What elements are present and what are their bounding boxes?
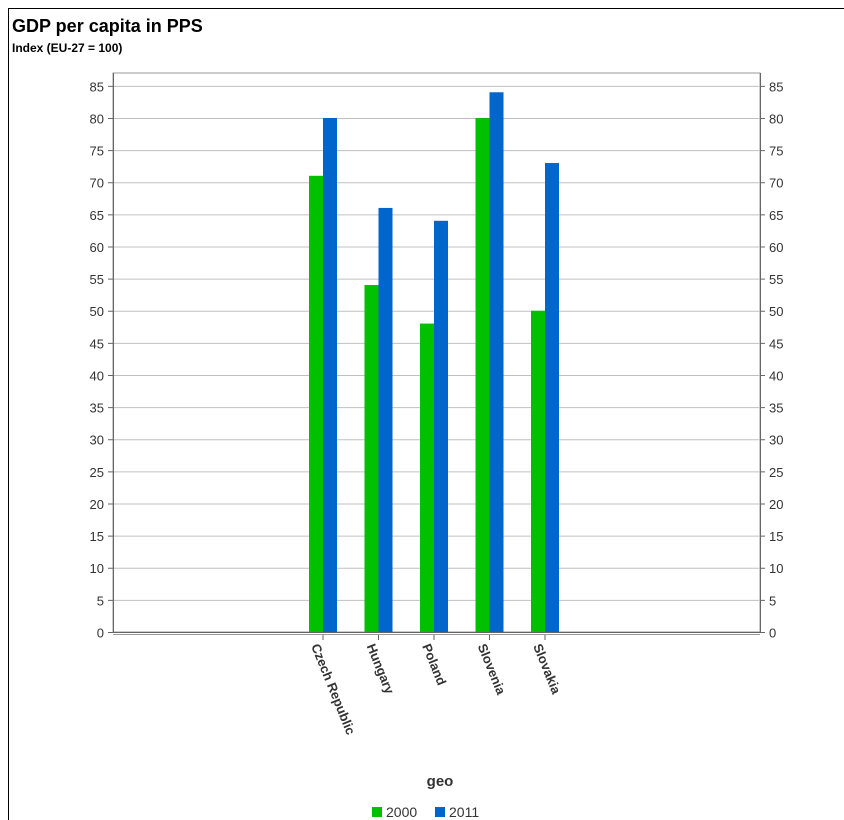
y-tick-label: 70 xyxy=(769,176,783,191)
y-tick-label: 10 xyxy=(769,561,783,576)
x-axis-labels: Czech Republic Hungary Poland Slovenia Slova… xyxy=(308,635,564,737)
bar-series xyxy=(309,92,559,633)
y-tick-label: 75 xyxy=(90,144,104,159)
y-tick-label: 50 xyxy=(90,304,104,319)
x-tick-label: Poland xyxy=(419,642,449,688)
bar-2000-slovakia xyxy=(531,310,545,632)
y-tick-label: 80 xyxy=(769,111,783,126)
y-tick-label: 65 xyxy=(769,208,783,223)
y-tick-label: 85 xyxy=(90,79,104,94)
y-tick-label: 55 xyxy=(769,272,783,287)
y-tick-label: 0 xyxy=(769,626,776,641)
legend: 2000 2011 xyxy=(372,804,479,820)
y-tick-label: 45 xyxy=(769,336,783,351)
bar-2011-slovakia xyxy=(545,162,559,632)
legend-swatch-2011 xyxy=(435,807,445,817)
legend-label-2000: 2000 xyxy=(386,804,417,820)
bar-2000-slovenia xyxy=(475,117,490,633)
y-tick-label: 75 xyxy=(769,144,783,159)
y-tick-label: 45 xyxy=(90,336,104,351)
y-tick-label: 5 xyxy=(769,593,776,608)
y-tick-label: 30 xyxy=(90,433,104,448)
legend-swatch-2000 xyxy=(372,807,382,817)
y-tick-label: 15 xyxy=(769,529,783,544)
y-tick-label: 5 xyxy=(97,593,104,608)
y-tick-label: 65 xyxy=(90,208,104,223)
y-tick-label: 60 xyxy=(90,240,104,255)
y-tick-label: 25 xyxy=(90,465,104,480)
y-tick-label: 80 xyxy=(90,111,104,126)
chart-title: GDP per capita in PPS xyxy=(12,16,203,36)
x-tick-label: Hungary xyxy=(364,642,398,697)
y-tick-label: 70 xyxy=(90,176,104,191)
legend-label-2011: 2011 xyxy=(449,804,479,820)
bar-2011-czech-republic xyxy=(323,117,337,633)
y-tick-label: 30 xyxy=(769,433,783,448)
bar-2000-czech-republic xyxy=(309,175,323,632)
bar-2011-hungary xyxy=(378,207,393,632)
y-tick-label: 35 xyxy=(90,401,104,416)
left-y-axis: 0 5 10 15 20 25 30 35 40 45 50 55 60 65 70 75 80 85 xyxy=(90,73,114,641)
bar-2011-slovenia xyxy=(489,92,504,632)
y-tick-label: 40 xyxy=(769,368,783,383)
bar-2000-hungary xyxy=(364,285,379,632)
y-tick-label: 10 xyxy=(90,561,104,576)
bar-2011-poland xyxy=(434,220,448,632)
y-tick-label: 85 xyxy=(769,79,783,94)
bar-2000-poland xyxy=(420,323,434,632)
y-tick-label: 55 xyxy=(90,272,104,287)
right-y-axis: 0 5 10 15 20 25 30 35 40 45 50 55 60 65 70 75 80 85 xyxy=(760,73,783,641)
y-tick-label: 50 xyxy=(769,304,783,319)
y-tick-label: 60 xyxy=(769,240,783,255)
x-tick-label: Slovenia xyxy=(475,642,509,698)
x-tick-label: Czech Republic xyxy=(308,642,358,737)
y-tick-label: 25 xyxy=(769,465,783,480)
y-tick-label: 15 xyxy=(90,529,104,544)
y-tick-label: 20 xyxy=(769,497,783,512)
chart-subtitle: Index (EU-27 = 100) xyxy=(12,41,123,55)
y-tick-label: 35 xyxy=(769,401,783,416)
x-tick-label: Slovakia xyxy=(530,642,564,697)
y-tick-label: 20 xyxy=(90,497,104,512)
y-tick-label: 0 xyxy=(97,626,104,641)
x-axis-title: geo xyxy=(427,773,454,790)
y-tick-label: 40 xyxy=(90,368,104,383)
